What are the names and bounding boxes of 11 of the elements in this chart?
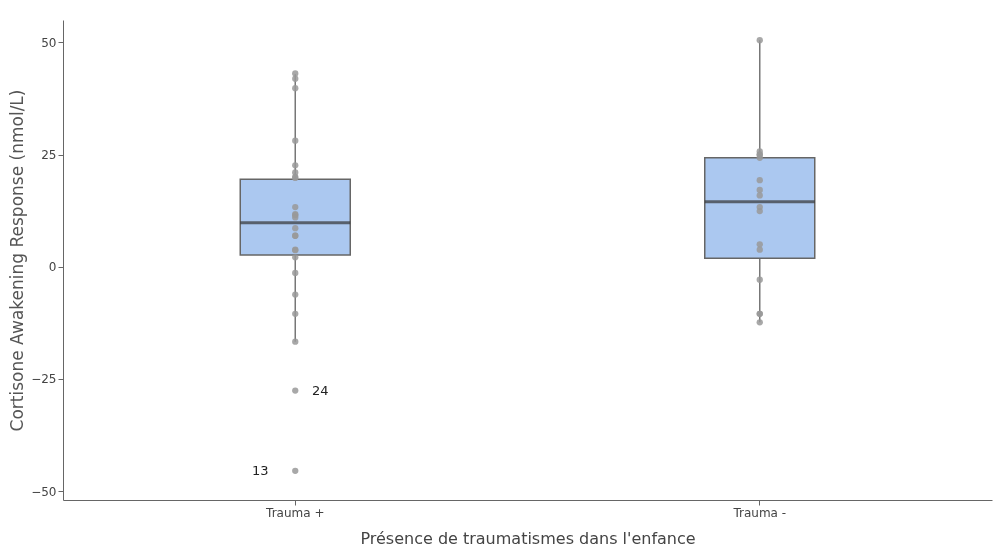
y-tick-label: 25 xyxy=(41,148,57,163)
x-tick-label: Trauma + xyxy=(265,505,325,520)
y-tick-label: 0 xyxy=(48,260,57,275)
y-tick-label: −50 xyxy=(31,484,57,499)
y-axis-title: Cortisone Awakening Response (nmol/L) xyxy=(7,89,28,432)
y-tick-label: 50 xyxy=(41,35,57,50)
y-tick-label: −25 xyxy=(31,372,57,387)
annotation: 24 xyxy=(311,382,329,398)
x-axis-title: Présence de traumatismes dans l'enfance xyxy=(360,528,696,548)
x-tick-label: Trauma - xyxy=(732,505,787,520)
annotation: 13 xyxy=(251,462,269,478)
